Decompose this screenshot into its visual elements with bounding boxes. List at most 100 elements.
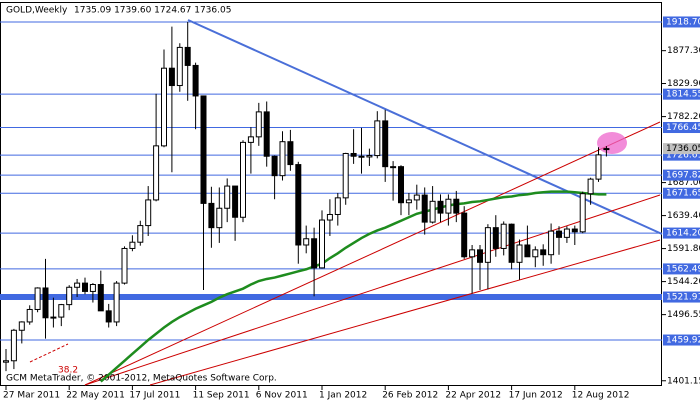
- level-label: 1614.20: [666, 229, 700, 239]
- level-label-box: [663, 88, 700, 100]
- level-label: 1521.91: [666, 293, 700, 303]
- fib-line: [29, 343, 69, 363]
- x-tick-label: 22 May 2011: [66, 391, 125, 401]
- x-tick-label: 26 Feb 2012: [382, 391, 438, 401]
- candle-body: [50, 316, 57, 319]
- y-tick-label: 1782.20: [667, 112, 700, 122]
- x-tick-label: 17 Jul 2011: [129, 391, 180, 401]
- candle-body: [477, 249, 483, 263]
- candle-body: [603, 148, 610, 151]
- level-label: 1918.70: [666, 17, 700, 27]
- candle-body: [311, 238, 318, 269]
- candle-body: [524, 244, 531, 258]
- candle-body: [390, 166, 397, 169]
- candle-body: [548, 230, 555, 256]
- x-tick-label: 17 Jun 2012: [509, 391, 563, 401]
- candle-body: [421, 194, 428, 223]
- candle-body: [461, 212, 468, 258]
- candle-body: [413, 194, 420, 201]
- candle-body: [26, 308, 33, 323]
- candle-body: [500, 223, 507, 249]
- candle-body: [492, 227, 499, 249]
- x-tick-label: 6 Nov 2011: [256, 391, 308, 401]
- level-label: 1671.65: [666, 189, 700, 199]
- candle-body: [595, 154, 602, 180]
- candle-body: [366, 155, 373, 158]
- candle-body: [469, 249, 476, 258]
- candle-body: [374, 120, 381, 157]
- candle-body: [184, 46, 191, 66]
- candle-body: [208, 202, 215, 229]
- candle-body: [145, 199, 152, 227]
- x-tick-label: 1 Jan 2012: [319, 391, 367, 401]
- candle-body: [358, 155, 365, 158]
- candle-body: [10, 329, 17, 362]
- candle-body: [571, 228, 578, 233]
- candle-body: [326, 213, 333, 221]
- candle-body: [540, 249, 547, 256]
- x-tick-label: 12 Aug 2012: [572, 391, 630, 401]
- y-tick-label: 1639.40: [667, 211, 700, 221]
- x-tick-label: 27 Mar 2011: [3, 391, 60, 401]
- y-tick-label: 1401.15: [667, 376, 700, 386]
- candle-body: [255, 111, 262, 138]
- candle-body: [34, 287, 41, 310]
- candle-body: [153, 145, 160, 201]
- candle-body: [382, 120, 389, 168]
- trend-line: [84, 194, 661, 386]
- ohlc-text: 1735.09 1739.60 1724.67 1736.05: [74, 6, 231, 16]
- level-label-box: [663, 169, 700, 181]
- level-label: 1562.49: [666, 264, 700, 274]
- candle-body: [271, 155, 278, 177]
- candle-body: [579, 193, 586, 233]
- level-label: 1766.45: [666, 123, 700, 133]
- y-tick-label: 1687.00: [667, 178, 700, 188]
- x-tick-label: 11 Sep 2011: [193, 391, 250, 401]
- level-label: 1459.92: [666, 336, 700, 346]
- candle-body: [279, 141, 286, 177]
- moving-average: [99, 190, 607, 383]
- candle-body: [453, 198, 460, 214]
- level-label-box: [663, 291, 700, 303]
- candle-body: [342, 152, 349, 199]
- candle-body: [429, 200, 436, 223]
- candle-body: [224, 185, 231, 209]
- candle-body: [350, 152, 357, 157]
- x-tick-label: 22 Apr 2012: [445, 391, 501, 401]
- candle-body: [89, 284, 96, 292]
- candle-body: [121, 247, 128, 284]
- candle-body: [58, 304, 65, 318]
- trend-line: [84, 121, 661, 386]
- candle-body: [113, 282, 120, 323]
- level-label-box: [663, 263, 700, 275]
- y-tick-label: 1829.90: [667, 79, 700, 89]
- candle-body: [216, 207, 223, 229]
- candle-body: [303, 238, 310, 246]
- level-label: 1726.61: [666, 151, 700, 161]
- plot-frame: [0, 2, 662, 386]
- trend-line: [149, 239, 661, 386]
- candle-body: [232, 185, 239, 218]
- candle-body: [398, 166, 404, 204]
- candle-body: [405, 199, 412, 204]
- candle-body: [532, 249, 539, 258]
- candle-body: [563, 228, 570, 238]
- current-price-box: [663, 143, 700, 155]
- y-tick-label: 1496.55: [667, 310, 700, 320]
- candle-body: [66, 286, 73, 306]
- candle-body: [74, 282, 81, 288]
- candle-body: [105, 310, 112, 323]
- candle-body: [192, 64, 199, 97]
- level-label-box: [663, 16, 700, 28]
- highlight: [597, 132, 627, 154]
- candle-body: [295, 164, 302, 246]
- candle-body: [137, 225, 144, 243]
- y-tick-label: 1591.80: [667, 244, 700, 254]
- y-tick-label: 1877.30: [667, 46, 700, 56]
- candle-body: [556, 230, 562, 238]
- candle-body: [437, 200, 444, 214]
- candle-body: [161, 67, 167, 147]
- level-label-box: [663, 149, 700, 161]
- level-label: 1814.55: [666, 90, 700, 100]
